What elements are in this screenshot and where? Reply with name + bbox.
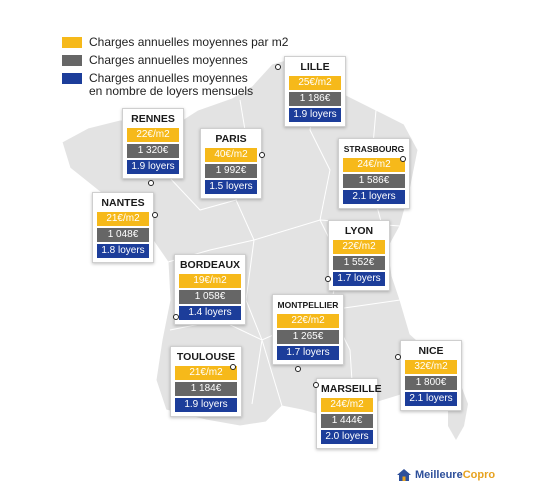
city-marker-lyon <box>325 276 331 282</box>
rents-value: 1.9 loyers <box>289 108 341 122</box>
rents-value: 1.9 loyers <box>127 160 179 174</box>
rents-value: 1.7 loyers <box>333 272 385 286</box>
per-m2-value: 40€/m2 <box>205 148 257 162</box>
per-m2-value: 19€/m2 <box>179 274 241 288</box>
annual-value: 1 552€ <box>333 256 385 270</box>
city-name: STRASBOURG <box>343 144 405 154</box>
legend-swatch <box>62 37 82 48</box>
city-card-lille: LILLE 25€/m2 1 186€ 1.9 loyers <box>284 56 346 127</box>
city-marker-nantes <box>152 212 158 218</box>
city-name: TOULOUSE <box>176 351 236 363</box>
per-m2-value: 25€/m2 <box>289 76 341 90</box>
legend-swatch <box>62 55 82 66</box>
city-card-nice: NICE 32€/m2 1 800€ 2.1 loyers <box>400 340 462 411</box>
city-card-montpellier: MONTPELLIER 22€/m2 1 265€ 1.7 loyers <box>272 294 344 365</box>
legend-label: Charges annuelles moyennes <box>89 53 248 67</box>
city-marker-paris <box>259 152 265 158</box>
city-name: PARIS <box>215 133 247 145</box>
brand-name-part1: Meilleure <box>415 469 463 481</box>
city-name: BORDEAUX <box>179 259 241 271</box>
city-card-bordeaux: BORDEAUX 19€/m2 1 058€ 1.4 loyers <box>174 254 246 325</box>
annual-value: 1 444€ <box>321 414 373 428</box>
per-m2-value: 21€/m2 <box>175 366 237 380</box>
city-marker-marseille <box>313 382 319 388</box>
rents-value: 2.1 loyers <box>405 392 457 406</box>
city-name: MARSEILLE <box>321 383 382 395</box>
per-m2-value: 24€/m2 <box>343 158 405 172</box>
rents-value: 1.7 loyers <box>277 346 339 360</box>
city-card-paris: PARIS 40€/m2 1 992€ 1.5 loyers <box>200 128 262 199</box>
city-marker-rennes <box>148 180 154 186</box>
rents-value: 1.8 loyers <box>97 244 149 258</box>
annual-value: 1 184€ <box>175 382 237 396</box>
legend-swatch <box>62 73 82 84</box>
city-marker-strasbourg <box>400 156 406 162</box>
city-marker-toulouse <box>230 364 236 370</box>
legend-item-annual: Charges annuelles moyennes <box>62 54 288 67</box>
city-card-rennes: RENNES 22€/m2 1 320€ 1.9 loyers <box>122 108 184 179</box>
annual-value: 1 186€ <box>289 92 341 106</box>
legend: Charges annuelles moyennes par m2 Charge… <box>62 36 288 103</box>
legend-label: Charges annuelles moyennes par m2 <box>89 35 289 49</box>
rents-value: 2.0 loyers <box>321 430 373 444</box>
city-card-lyon: LYON 22€/m2 1 552€ 1.7 loyers <box>328 220 390 291</box>
region-border <box>261 339 283 407</box>
annual-value: 1 320€ <box>127 144 179 158</box>
legend-item-per-m2: Charges annuelles moyennes par m2 <box>62 36 288 49</box>
per-m2-value: 22€/m2 <box>277 314 339 328</box>
brand-logo: Meilleure Copro <box>396 468 495 482</box>
annual-value: 1 992€ <box>205 164 257 178</box>
city-name: LILLE <box>300 61 330 73</box>
rents-value: 1.5 loyers <box>205 180 257 194</box>
city-name: LYON <box>344 225 374 237</box>
rents-value: 1.9 loyers <box>175 398 237 412</box>
legend-label: Charges annuelles moyennes en nombre de … <box>89 71 254 98</box>
city-marker-montpellier <box>295 366 301 372</box>
house-logo-icon <box>397 469 411 481</box>
annual-value: 1 586€ <box>343 174 405 188</box>
annual-value: 1 058€ <box>179 290 241 304</box>
city-name: RENNES <box>131 113 175 125</box>
city-card-toulouse: TOULOUSE 21€/m2 1 184€ 1.9 loyers <box>170 346 242 417</box>
city-name: MONTPELLIER <box>277 300 339 310</box>
city-name: NANTES <box>101 197 145 209</box>
city-card-strasbourg: STRASBOURG 24€/m2 1 586€ 2.1 loyers <box>338 138 410 209</box>
city-card-nantes: NANTES 21€/m2 1 048€ 1.8 loyers <box>92 192 154 263</box>
per-m2-value: 24€/m2 <box>321 398 373 412</box>
legend-item-rents: Charges annuelles moyennes en nombre de … <box>62 72 288 98</box>
per-m2-value: 22€/m2 <box>333 240 385 254</box>
city-marker-nice <box>395 354 401 360</box>
city-name: NICE <box>418 345 444 357</box>
rents-value: 1.4 loyers <box>179 306 241 320</box>
rents-value: 2.1 loyers <box>343 190 405 204</box>
per-m2-value: 32€/m2 <box>405 360 457 374</box>
city-card-marseille: MARSEILLE 24€/m2 1 444€ 2.0 loyers <box>316 378 382 449</box>
city-marker-bordeaux <box>173 314 179 320</box>
brand-name-part2: Copro <box>462 469 496 481</box>
annual-value: 1 265€ <box>277 330 339 344</box>
city-marker-lille <box>275 64 281 70</box>
annual-value: 1 048€ <box>97 228 149 242</box>
per-m2-value: 22€/m2 <box>127 128 179 142</box>
per-m2-value: 21€/m2 <box>97 212 149 226</box>
annual-value: 1 800€ <box>405 376 457 390</box>
